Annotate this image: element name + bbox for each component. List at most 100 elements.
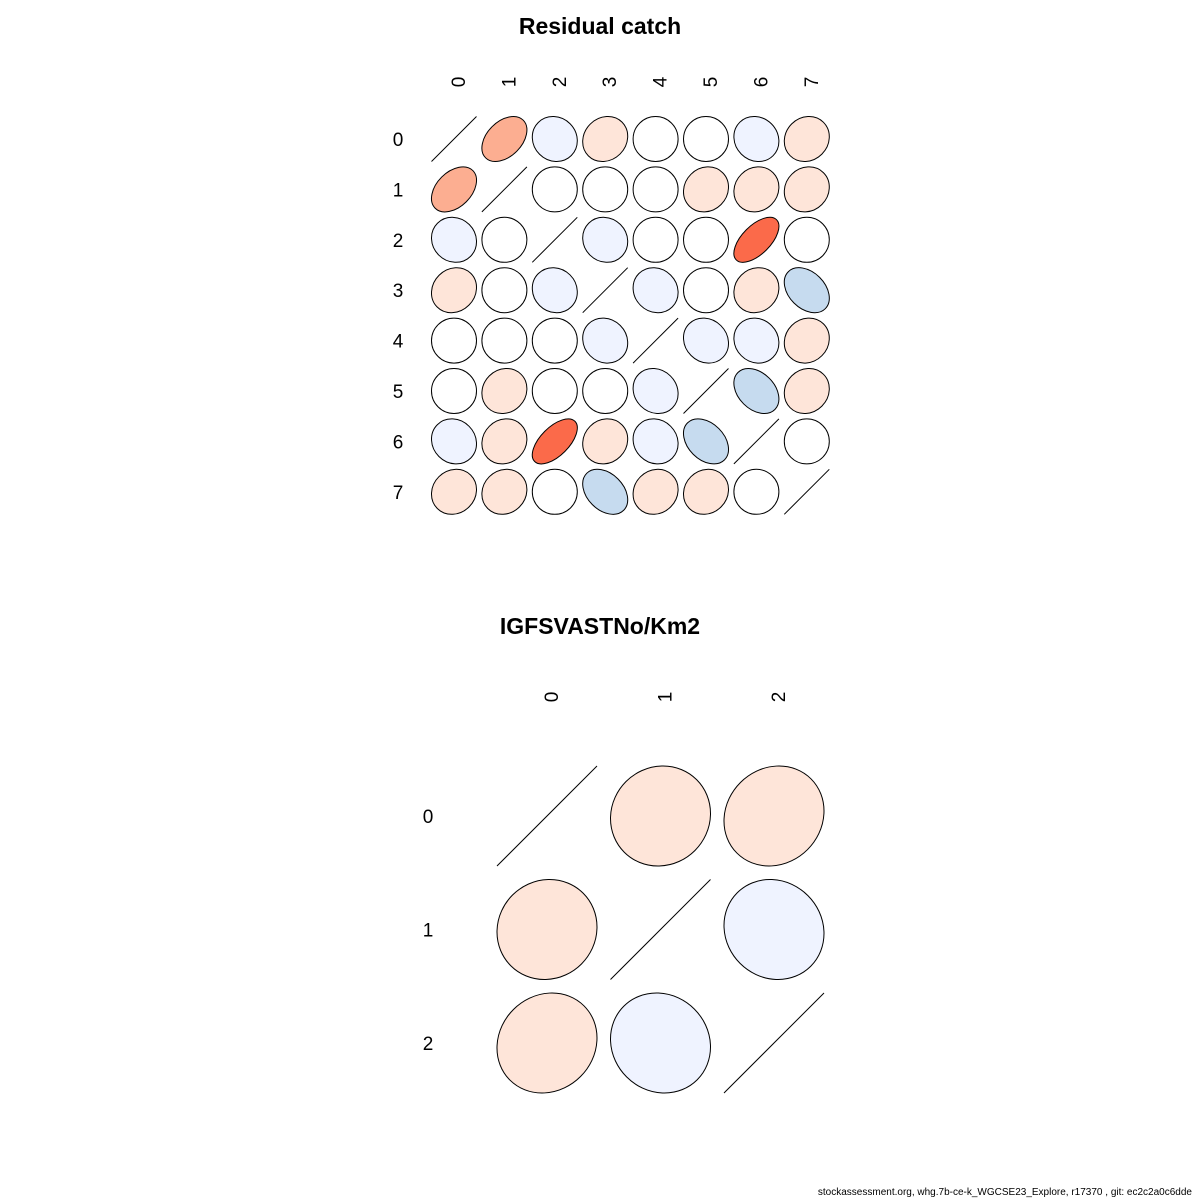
row-label-1: 1 xyxy=(423,921,434,942)
corr-ellipse-2-0 xyxy=(496,992,598,1094)
corr-ellipse-6-0 xyxy=(430,418,477,465)
row-label-4: 4 xyxy=(393,332,404,353)
corr-ellipse-0-1 xyxy=(610,765,712,867)
diagonal-line-7 xyxy=(783,468,830,515)
diagonal-line-1 xyxy=(610,879,711,980)
diagonal-line-3 xyxy=(582,267,629,314)
row-label-3: 3 xyxy=(393,281,404,302)
row-label-5: 5 xyxy=(393,382,404,403)
corr-ellipse-0-7 xyxy=(783,116,830,163)
corr-ellipse-4-2 xyxy=(531,317,578,364)
corr-ellipse-5-7 xyxy=(783,368,830,415)
corr-ellipse-5-2 xyxy=(531,368,578,414)
col-label-6: 6 xyxy=(751,77,772,88)
corr-ellipse-4-6 xyxy=(733,317,780,364)
corr-ellipse-0-3 xyxy=(582,116,629,163)
corr-ellipse-4-1 xyxy=(481,317,528,364)
corr-ellipse-6-3 xyxy=(582,418,629,465)
corr-ellipse-2-0 xyxy=(430,216,477,263)
diagonal-line-0 xyxy=(431,116,477,162)
corr-ellipse-1-4 xyxy=(632,166,679,213)
col-label-2: 2 xyxy=(769,692,790,703)
corr-ellipse-1-3 xyxy=(582,166,629,213)
corr-ellipse-0-2 xyxy=(531,115,578,163)
corr-ellipse-5-0 xyxy=(431,368,477,414)
row-label-0: 0 xyxy=(423,807,434,828)
col-label-1: 1 xyxy=(499,77,520,88)
col-label-2: 2 xyxy=(550,77,571,88)
row-label-2: 2 xyxy=(423,1034,434,1055)
col-label-4: 4 xyxy=(651,76,672,87)
corr-ellipse-4-3 xyxy=(582,317,629,364)
corr-ellipse-3-7 xyxy=(783,267,830,314)
corr-ellipse-1-7 xyxy=(783,166,830,213)
diagonal-line-2 xyxy=(723,992,825,1094)
diagonal-line-2 xyxy=(531,216,578,263)
corr-ellipse-3-1 xyxy=(481,267,528,314)
correlation-matrix-residual-catch: 0 1 2 3 4 5 6 7 0 1 2 3 4 5 6 7 xyxy=(393,76,830,515)
corr-ellipse-0-6 xyxy=(733,115,780,162)
row-label-6: 6 xyxy=(393,432,404,453)
corr-ellipse-7-0 xyxy=(431,468,478,515)
diagonal-line-5 xyxy=(683,368,729,414)
corr-ellipse-5-4 xyxy=(632,367,679,414)
row-label-0: 0 xyxy=(393,130,404,151)
corr-ellipse-3-6 xyxy=(733,267,780,314)
corr-ellipse-2-7 xyxy=(783,216,830,263)
corr-ellipse-3-5 xyxy=(683,267,729,314)
corr-ellipse-4-0 xyxy=(431,317,477,364)
corr-ellipse-3-2 xyxy=(531,267,578,314)
footer-credit: stockassessment.org, whg.7b-ce-k_WGCSE23… xyxy=(817,1187,1192,1198)
corr-ellipse-3-0 xyxy=(430,267,477,314)
chart-title-igfsvast: IGFSVASTNo/Km2 xyxy=(500,613,700,639)
corr-ellipse-2-5 xyxy=(683,216,729,263)
corr-ellipse-0-2 xyxy=(723,765,825,867)
corr-ellipse-1-5 xyxy=(683,166,730,213)
corr-ellipse-1-6 xyxy=(733,166,780,213)
corr-ellipse-7-4 xyxy=(632,468,679,515)
diagonal-line-6 xyxy=(733,418,780,465)
corr-ellipse-7-3 xyxy=(582,468,629,515)
corr-ellipse-6-1 xyxy=(481,418,528,465)
corr-ellipse-6-4 xyxy=(632,418,679,465)
corr-ellipse-4-5 xyxy=(682,317,729,364)
diagonal-line-4 xyxy=(632,317,679,364)
corr-ellipse-0-4 xyxy=(632,116,679,162)
col-label-1: 1 xyxy=(656,692,677,703)
row-label-2: 2 xyxy=(393,231,404,252)
corr-ellipse-7-5 xyxy=(683,468,730,515)
corr-ellipse-0-1 xyxy=(481,115,528,162)
row-label-7: 7 xyxy=(393,483,404,504)
corr-ellipse-5-6 xyxy=(733,368,780,415)
corr-ellipse-5-3 xyxy=(582,368,629,414)
corr-ellipse-1-2 xyxy=(723,878,825,980)
corr-ellipse-3-4 xyxy=(632,267,679,314)
col-label-7: 7 xyxy=(802,77,823,88)
col-label-3: 3 xyxy=(600,77,621,88)
corr-ellipse-1-0 xyxy=(431,166,478,213)
corr-ellipse-6-2 xyxy=(531,418,578,465)
corr-ellipse-2-6 xyxy=(733,216,780,263)
corr-ellipse-2-1 xyxy=(481,216,528,263)
chart-title-residual-catch: Residual catch xyxy=(519,13,681,39)
corr-ellipse-7-6 xyxy=(733,468,780,515)
row-label-1: 1 xyxy=(393,180,404,201)
diagonal-line-0 xyxy=(496,765,598,867)
corr-ellipse-2-1 xyxy=(609,992,711,1094)
corr-ellipse-0-5 xyxy=(683,116,729,162)
corr-ellipse-5-1 xyxy=(481,368,528,415)
corr-ellipse-7-1 xyxy=(481,468,528,515)
corr-ellipse-4-7 xyxy=(783,317,830,364)
corr-ellipse-2-4 xyxy=(632,216,679,263)
corr-ellipse-1-0 xyxy=(496,879,598,981)
col-label-0: 0 xyxy=(449,77,470,88)
corr-ellipse-6-5 xyxy=(682,418,729,465)
corr-ellipse-2-3 xyxy=(582,216,629,263)
col-label-0: 0 xyxy=(542,692,563,703)
diagonal-line-1 xyxy=(481,166,528,213)
corr-ellipse-6-7 xyxy=(783,418,830,465)
correlation-matrix-igfsvast: 0 1 2 0 1 2 xyxy=(423,692,825,1094)
col-label-5: 5 xyxy=(701,77,722,88)
corr-ellipse-7-2 xyxy=(531,468,578,515)
